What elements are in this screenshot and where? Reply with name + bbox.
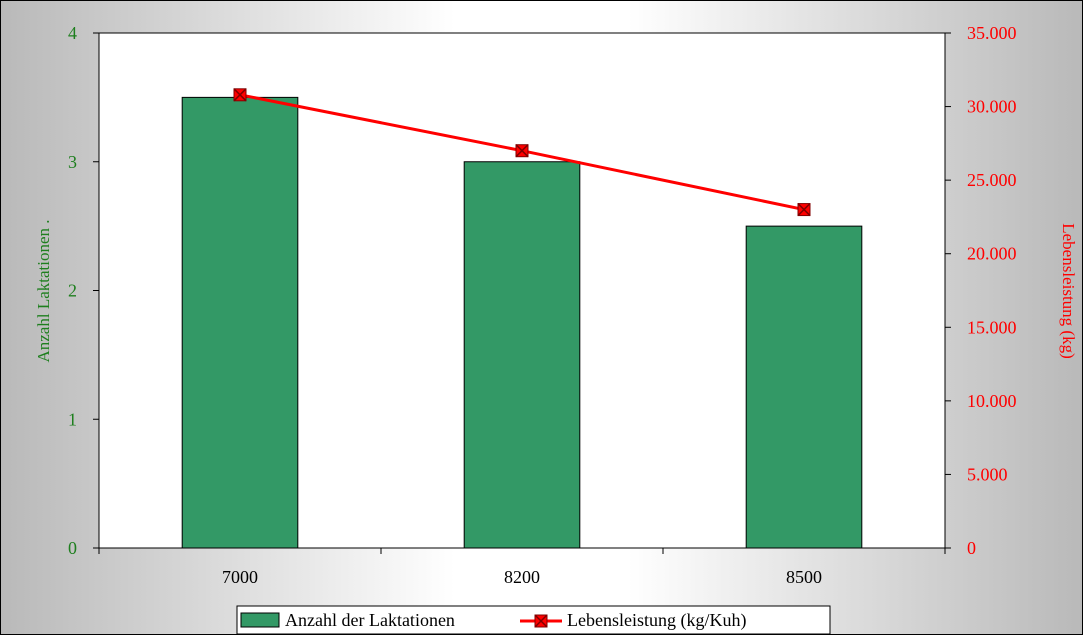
line-point-7000	[233, 88, 247, 102]
x-tick-label: 7000	[222, 567, 258, 587]
legend-label-line: Lebensleistung (kg/Kuh)	[567, 610, 746, 631]
line-point-8500	[797, 203, 811, 217]
y-tick-left-label: 3	[68, 152, 77, 172]
x-tick-label: 8200	[504, 567, 540, 587]
y-tick-right-label: 35.000	[967, 23, 1017, 43]
legend-swatch-bars	[240, 612, 280, 628]
line-point-8200	[515, 144, 529, 158]
y-tick-right-label: 15.000	[967, 317, 1017, 337]
y-tick-right-label: 10.000	[967, 391, 1017, 411]
legend-marker-icon	[534, 614, 548, 628]
bar-8200	[463, 161, 581, 549]
y-tick-left-label: 2	[68, 281, 77, 301]
y-axis-title-left: Anzahl Laktationen .	[34, 219, 53, 362]
bar-8500	[745, 225, 863, 549]
y-tick-right-label: 0	[967, 538, 976, 558]
bar-7000	[181, 96, 299, 549]
x-tick-label: 8500	[786, 567, 822, 587]
y-axis-title-right: Lebensleistung (kg)	[1059, 223, 1078, 359]
y-tick-left-label: 1	[68, 409, 77, 429]
y-tick-right-label: 5.000	[967, 464, 1008, 484]
legend: Anzahl der Laktationen Lebensleistung (k…	[236, 605, 831, 635]
y-tick-left-label: 0	[68, 538, 77, 558]
y-tick-right-label: 30.000	[967, 97, 1017, 117]
legend-label-bars: Anzahl der Laktationen	[285, 610, 455, 630]
y-tick-right-label: 20.000	[967, 244, 1017, 264]
y-tick-left-label: 4	[68, 23, 77, 43]
y-tick-right-label: 25.000	[967, 170, 1017, 190]
